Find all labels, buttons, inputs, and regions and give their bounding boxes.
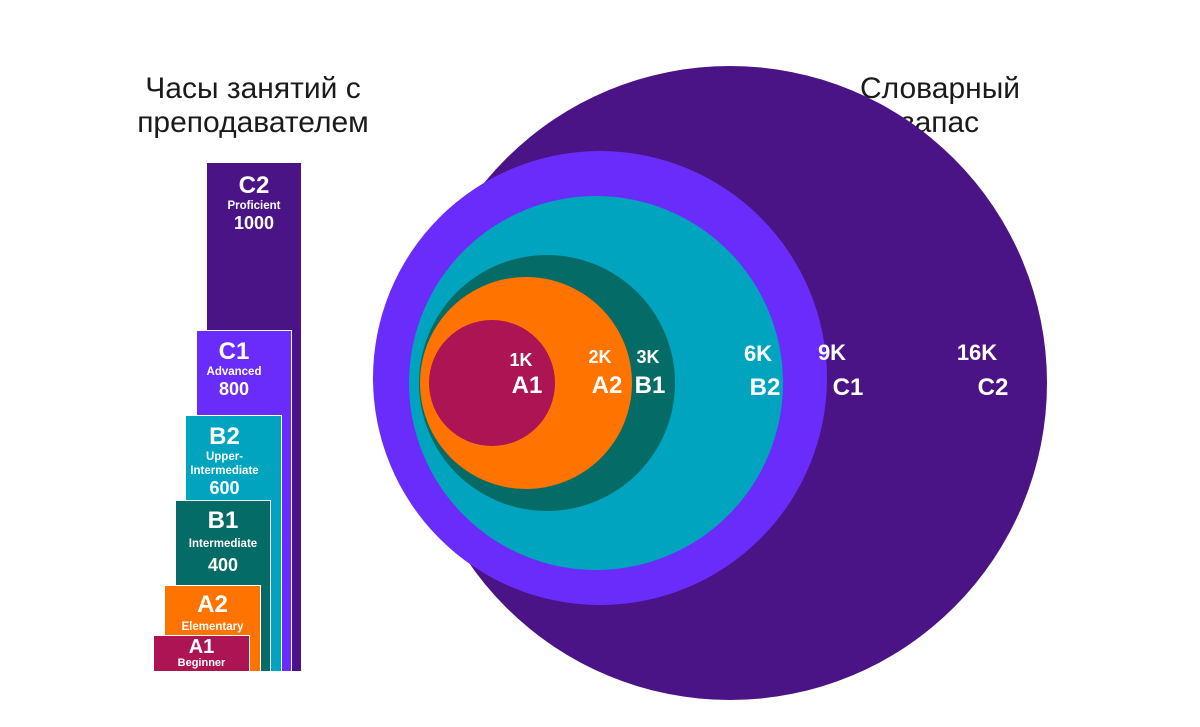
- bar-a1-name: Beginner: [177, 657, 226, 669]
- bar-b2-name: Upper-Intermediate: [190, 451, 259, 477]
- bar-c1-hours: 800: [218, 379, 250, 399]
- vocab-a1-size: 1K: [509, 350, 532, 370]
- bar-c1-level: C1: [218, 338, 250, 365]
- vocab-b1-level: B1: [635, 372, 666, 399]
- circle-a1: [429, 320, 555, 446]
- bar-a1: A1 Beginner: [153, 635, 250, 672]
- bar-b2-hours: 600: [209, 478, 240, 498]
- bar-c2-name: Proficient: [227, 200, 281, 212]
- hours-title: Часы занятий с преподавателем: [137, 72, 369, 139]
- vocab-a2-size: 2K: [588, 347, 611, 367]
- vocab-c2-size: 16K: [957, 340, 997, 365]
- vocab-c2-level: C2: [978, 374, 1009, 401]
- bar-b1-level: B1: [207, 507, 239, 534]
- vocab-a1-level: A1: [512, 372, 543, 399]
- bar-b1-name: Intermediate: [188, 538, 258, 550]
- bar-b1-hours: 400: [207, 555, 239, 575]
- vocab-a2-level: A2: [592, 372, 623, 399]
- bar-b2-level: B2: [209, 423, 240, 450]
- vocab-c1-level: C1: [833, 374, 864, 401]
- vocab-b1-size: 3K: [636, 347, 659, 367]
- bar-a2-level: A2: [197, 591, 228, 618]
- vocab-b2-level: B2: [750, 374, 781, 401]
- bar-c2-hours: 1000: [233, 213, 275, 233]
- vocab-b2-size: 6K: [744, 341, 772, 366]
- bar-c1-name: Advanced: [206, 366, 262, 378]
- bar-a2-name: Elementary: [181, 621, 244, 633]
- bar-c2-level: C2: [238, 172, 270, 199]
- vocab-c1-size: 9K: [818, 340, 846, 365]
- bar-a1-level: A1: [188, 636, 215, 658]
